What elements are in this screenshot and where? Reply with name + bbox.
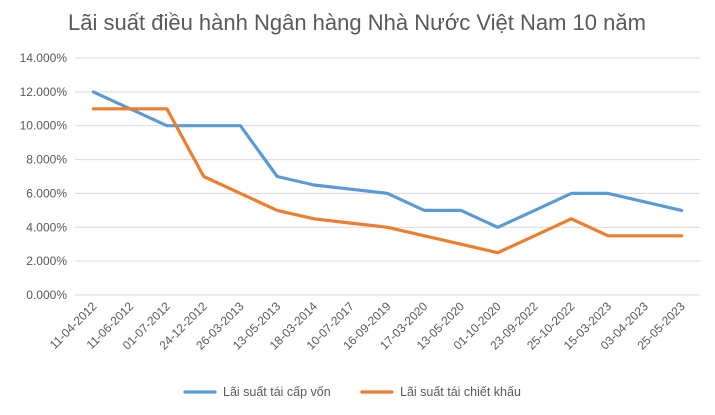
y-tick-label: 4.000% bbox=[26, 220, 67, 234]
legend-label-2: Lãi suất tái chiết khấu bbox=[400, 385, 521, 399]
y-tick-label: 6.000% bbox=[26, 186, 67, 200]
legend: Lãi suất tái cấp vốn Lãi suất tái chiết k… bbox=[183, 385, 521, 399]
chart-title: Lãi suất điều hành Ngân hàng Nhà Nước Vi… bbox=[68, 10, 646, 35]
grid-lines bbox=[75, 57, 700, 296]
y-tick-label: 14.000% bbox=[20, 51, 68, 65]
series-lines bbox=[91, 90, 684, 255]
series-line-1 bbox=[91, 90, 684, 229]
y-tick-label: 0.000% bbox=[26, 288, 67, 302]
series-line-2 bbox=[91, 107, 684, 255]
legend-label-1: Lãi suất tái cấp vốn bbox=[223, 385, 331, 399]
x-axis-tick-labels: 11-04-201211-06-201201-07-201224-12-2012… bbox=[47, 299, 688, 353]
y-tick-label: 10.000% bbox=[20, 119, 68, 133]
y-tick-label: 2.000% bbox=[26, 254, 67, 268]
y-axis-tick-labels: 0.000% 2.000% 4.000% 6.000% 8.000% 10.000% 12.… bbox=[20, 51, 68, 302]
y-tick-label: 8.000% bbox=[26, 153, 67, 167]
y-tick-label: 12.000% bbox=[20, 85, 68, 99]
